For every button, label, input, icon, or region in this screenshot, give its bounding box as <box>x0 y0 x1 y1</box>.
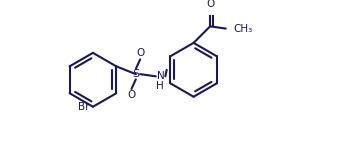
Text: CH₃: CH₃ <box>233 24 252 34</box>
Text: S: S <box>132 69 139 79</box>
Text: N: N <box>157 71 165 81</box>
Text: Br: Br <box>78 102 90 112</box>
Text: O: O <box>127 90 136 100</box>
Text: O: O <box>206 0 214 9</box>
Text: O: O <box>136 48 144 58</box>
Text: H: H <box>156 81 164 91</box>
